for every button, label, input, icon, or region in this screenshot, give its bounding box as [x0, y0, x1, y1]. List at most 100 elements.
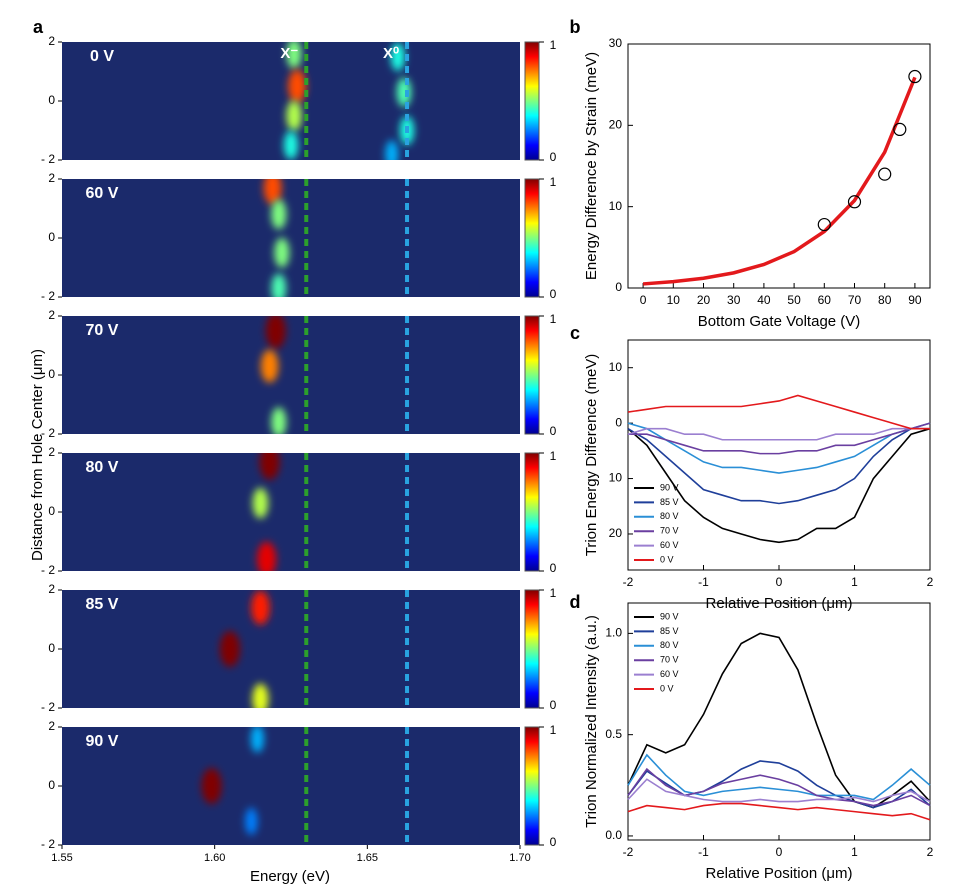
x-tick-label: 60	[818, 293, 832, 307]
x-tick-label: 10	[667, 293, 681, 307]
series-line	[627, 427, 930, 505]
intensity-blob	[274, 237, 290, 268]
y-tick-label: 0	[615, 415, 622, 429]
y-tick-label: 0.5	[605, 727, 622, 741]
heatmap-background	[62, 727, 520, 845]
y-tick-label: 10	[609, 199, 623, 213]
colorbar-tick-label: 0	[550, 835, 557, 849]
colorbar-tick-label: 1	[550, 449, 557, 463]
y-tick-label: 0	[615, 280, 622, 294]
heatmap-background	[62, 453, 520, 571]
panel-voltage: 90 V	[86, 733, 119, 750]
panel-label: c	[570, 323, 580, 343]
annotation: X⁰	[383, 45, 399, 62]
x-tick-label: 1.55	[51, 852, 72, 864]
panel-voltage: 80 V	[86, 459, 119, 476]
intensity-blob	[390, 42, 405, 72]
x-tick-label: 0	[776, 575, 783, 589]
legend-label: 90 V	[660, 611, 679, 621]
colorbar	[524, 589, 540, 709]
series-line	[627, 778, 931, 803]
intensity-blob	[260, 349, 279, 383]
y-tick-label: - 2	[41, 837, 55, 851]
legend-label: 70 V	[660, 526, 679, 536]
y-tick-label: - 2	[41, 289, 55, 303]
series-line	[627, 427, 930, 441]
x-tick-label: -1	[698, 575, 709, 589]
heatmap	[263, 179, 290, 297]
legend-label: 80 V	[660, 640, 679, 650]
colorbar	[524, 452, 540, 572]
x-tick-label: 1.70	[509, 852, 530, 864]
panel-voltage: 85 V	[86, 596, 119, 613]
intensity-blob	[271, 407, 287, 434]
series-line	[627, 802, 931, 821]
legend-label: 0 V	[660, 554, 674, 564]
x-tick-label: 50	[787, 293, 801, 307]
legend-label: 60 V	[660, 540, 679, 550]
y-tick-label: 0	[48, 641, 55, 655]
intensity-blob	[251, 590, 270, 625]
heatmap-background	[62, 590, 520, 708]
legend-label: 80 V	[660, 511, 679, 521]
colorbar-tick-label: 1	[550, 723, 557, 737]
intensity-blob	[250, 727, 264, 753]
intensity-blob	[252, 683, 269, 708]
legend-label: 70 V	[660, 655, 679, 665]
panel-label: b	[570, 17, 581, 37]
series-line	[627, 427, 931, 544]
x-tick-label: 80	[878, 293, 892, 307]
x-tick-label: 40	[757, 293, 771, 307]
heatmap-background	[62, 179, 520, 297]
x-tick-label: 1.60	[204, 852, 225, 864]
y-tick-label: 2	[48, 582, 55, 596]
series-line	[627, 767, 931, 807]
x-axis-label: Bottom Gate Voltage (V)	[698, 313, 861, 330]
legend-label: 60 V	[660, 669, 679, 679]
colorbar-tick-label: 0	[550, 150, 557, 164]
intensity-blob	[265, 316, 286, 349]
panel-label: d	[570, 592, 581, 612]
intensity-blob	[201, 768, 222, 804]
y-tick-label: 10	[609, 360, 623, 374]
data-point	[893, 122, 907, 136]
data-point	[847, 195, 862, 209]
x-tick-label: 2	[927, 575, 934, 589]
x-tick-label: 90	[908, 293, 922, 307]
y-tick-label: 2	[48, 171, 55, 185]
y-tick-label: - 2	[41, 700, 55, 714]
intensity-blob	[284, 130, 298, 160]
y-axis-label: Trion Energy Difference (meV)	[583, 354, 600, 557]
x-tick-label: 2	[927, 845, 934, 859]
y-tick-label: 30	[609, 36, 623, 50]
heatmap	[252, 453, 280, 571]
intensity-blob	[259, 453, 280, 480]
series-line	[628, 422, 931, 455]
y-tick-label: 2	[48, 308, 55, 322]
intensity-blob	[385, 140, 399, 160]
colorbar	[524, 178, 540, 298]
y-tick-label: 20	[609, 526, 623, 540]
colorbar-tick-label: 1	[550, 586, 557, 600]
y-tick-label: - 2	[41, 152, 55, 166]
data-point	[908, 69, 922, 84]
colorbar-tick-label: 1	[550, 175, 557, 189]
series-line	[627, 753, 931, 801]
x-tick-label: 1.65	[357, 852, 378, 864]
y-tick-label: 10	[609, 471, 623, 485]
y-tick-label: - 2	[41, 426, 55, 440]
x-tick-label: 70	[848, 293, 862, 307]
heatmap	[219, 590, 270, 708]
colorbar	[524, 41, 540, 161]
y-tick-label: 2	[48, 34, 55, 48]
fit-line	[642, 76, 917, 286]
heatmap	[284, 42, 415, 160]
colorbar-tick-label: 0	[550, 287, 557, 301]
y-tick-label: 0	[48, 504, 55, 518]
legend-label: 0 V	[660, 683, 674, 693]
panel-voltage: 60 V	[86, 185, 119, 202]
panel-voltage: 70 V	[86, 322, 119, 339]
y-tick-label: 2	[48, 445, 55, 459]
intensity-blob	[245, 807, 258, 835]
